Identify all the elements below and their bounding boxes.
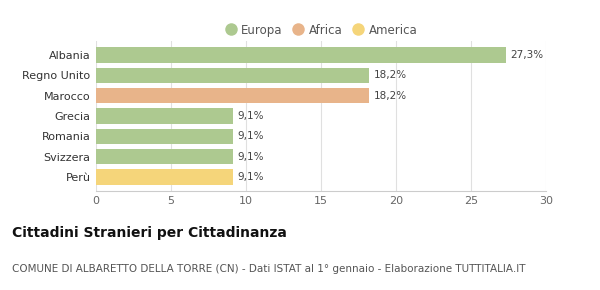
- Text: 18,2%: 18,2%: [373, 70, 407, 80]
- Text: COMUNE DI ALBARETTO DELLA TORRE (CN) - Dati ISTAT al 1° gennaio - Elaborazione T: COMUNE DI ALBARETTO DELLA TORRE (CN) - D…: [12, 264, 526, 274]
- Text: 9,1%: 9,1%: [237, 111, 263, 121]
- Bar: [96, 129, 233, 144]
- Legend: Europa, Africa, America: Europa, Africa, America: [220, 19, 422, 42]
- Bar: [96, 108, 233, 124]
- Bar: [96, 149, 233, 164]
- Text: 18,2%: 18,2%: [373, 91, 407, 101]
- Text: 9,1%: 9,1%: [237, 172, 263, 182]
- Text: 9,1%: 9,1%: [237, 131, 263, 141]
- Bar: [96, 169, 233, 184]
- Text: 27,3%: 27,3%: [510, 50, 543, 60]
- Text: Cittadini Stranieri per Cittadinanza: Cittadini Stranieri per Cittadinanza: [12, 226, 287, 240]
- Bar: [96, 88, 369, 103]
- Bar: [96, 68, 369, 83]
- Bar: [96, 48, 505, 63]
- Text: 9,1%: 9,1%: [237, 152, 263, 162]
